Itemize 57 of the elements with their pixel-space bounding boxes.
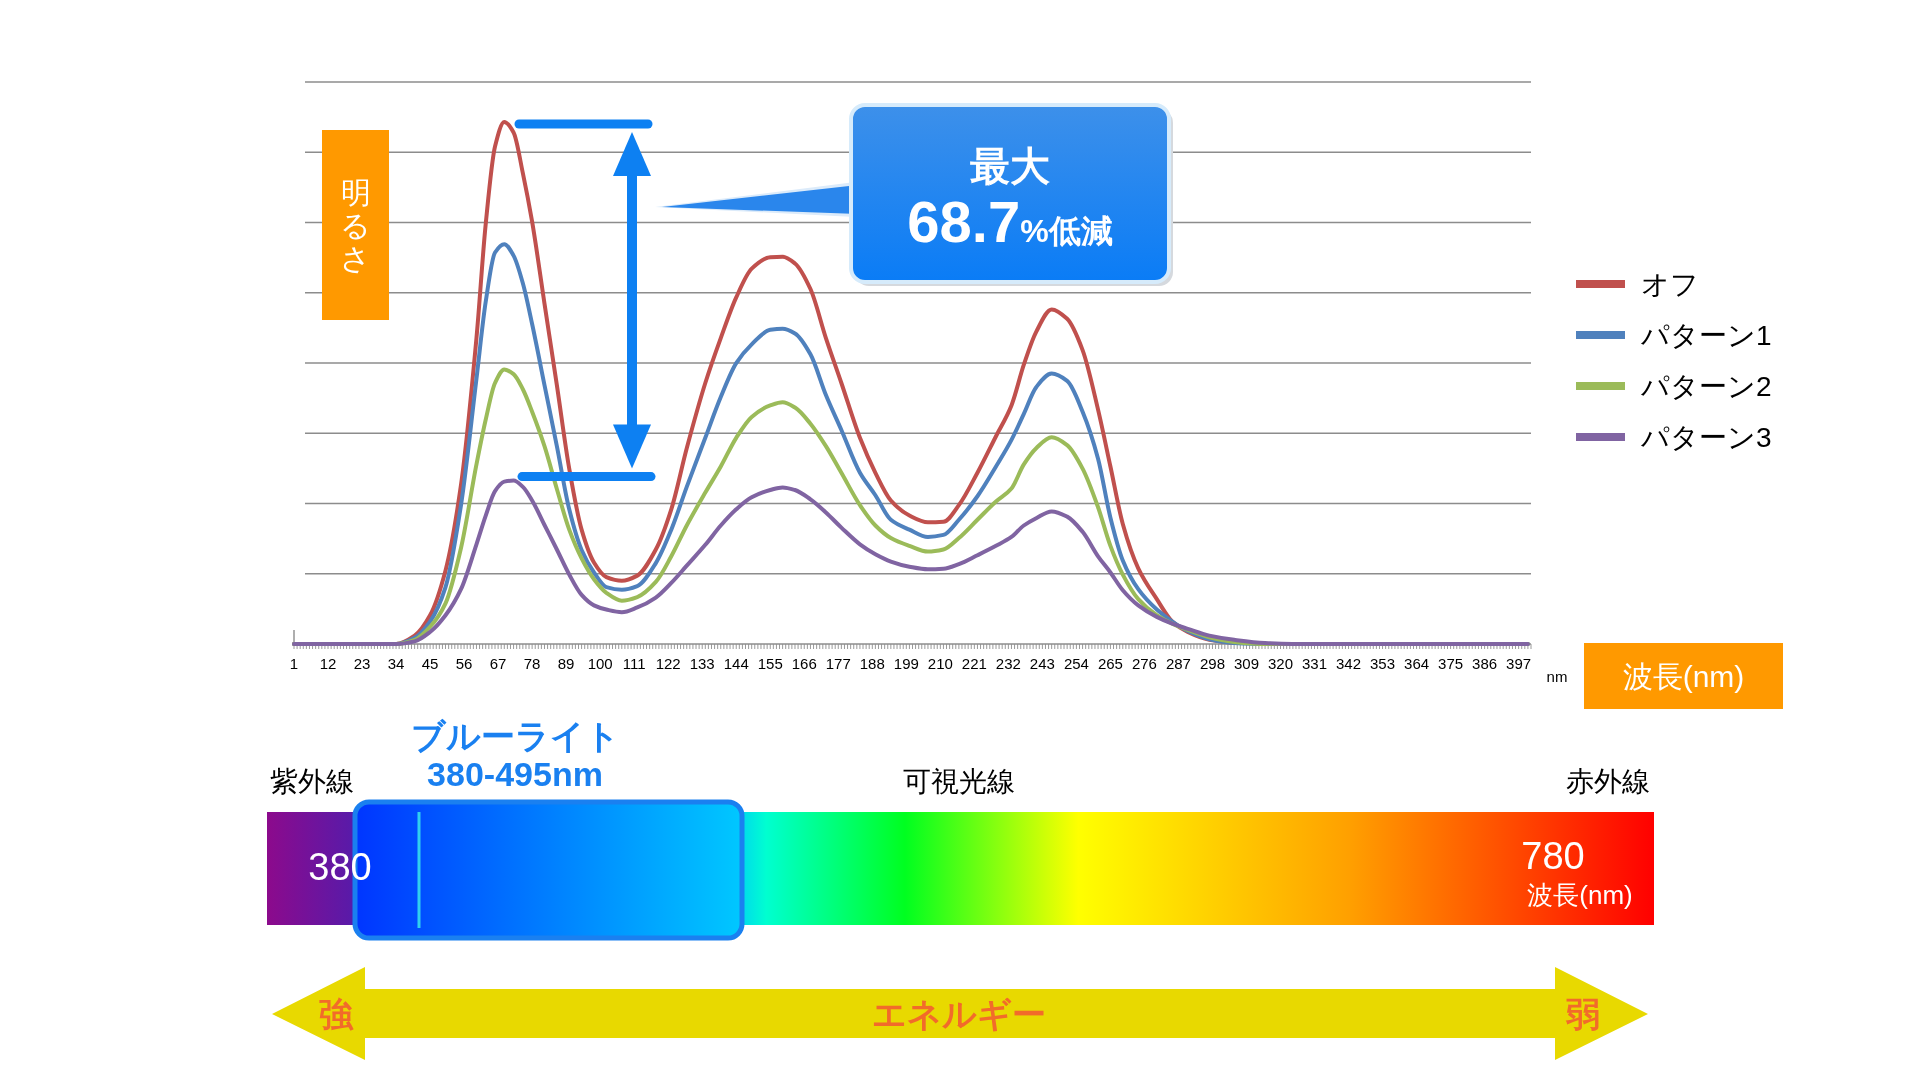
x-tick-label: 122 [655, 655, 681, 672]
x-tick-label: 155 [757, 655, 783, 672]
x-tick-label: 78 [523, 655, 541, 672]
text: 380 [308, 846, 372, 888]
x-tick-label: 320 [1267, 655, 1294, 672]
x-tick-label: 45 [421, 655, 439, 672]
x-tick-label: 188 [859, 655, 885, 672]
x-tick-label: 133 [689, 655, 715, 672]
annotation: 最大 [970, 144, 1050, 188]
x-tick-label: 166 [791, 655, 817, 672]
x-tick-label: 210 [927, 655, 953, 672]
y-axis-title: 明るさ [340, 176, 371, 275]
x-tick-label: 177 [825, 655, 851, 672]
x-tick-label: 353 [1370, 655, 1396, 672]
legend-label: パターン1 [1640, 320, 1772, 351]
text: 780 [1521, 835, 1585, 877]
text: ブルーライト [410, 717, 620, 755]
x-tick-label: 298 [1199, 655, 1225, 672]
x-tick-label: 34 [387, 655, 405, 672]
text: 380-495nm [427, 755, 603, 793]
x-tick-label: 342 [1336, 655, 1362, 672]
text: 紫外線 [270, 766, 354, 797]
x-tick-label: 232 [995, 655, 1021, 672]
x-axis-title: 波長(nm) [1622, 660, 1745, 693]
x-tick-label: 23 [353, 655, 371, 672]
x-tick-label: 364 [1404, 655, 1430, 672]
legend-label: パターン2 [1640, 371, 1772, 402]
text: 弱 [1565, 995, 1600, 1033]
legend-label: パターン3 [1640, 422, 1772, 453]
x-tick-label: 265 [1097, 655, 1123, 672]
legend-label: オフ [1641, 269, 1699, 300]
x-tick-label: 276 [1131, 655, 1157, 672]
x-tick-label: 386 [1472, 655, 1498, 672]
x-tick-label: 397 [1506, 655, 1532, 672]
x-tick-label: 287 [1165, 655, 1191, 672]
x-tick-label: 56 [455, 655, 473, 672]
text: 赤外線 [1566, 766, 1650, 797]
x-tick-label: 375 [1438, 655, 1464, 672]
x-tick-label: 100 [587, 655, 613, 672]
x-tick-label: 221 [961, 655, 987, 672]
x-tick-label: 12 [319, 655, 337, 672]
x-tick-label: 331 [1302, 655, 1328, 672]
text: エネルギー [872, 995, 1046, 1033]
x-tick-label: 1 [289, 655, 299, 672]
x-tick-label: 309 [1233, 655, 1260, 672]
text: 可視光線 [903, 766, 1015, 797]
text: 波長(nm) [1527, 880, 1633, 910]
x-tick-label: 144 [723, 655, 749, 672]
x-tick-label: 243 [1029, 655, 1055, 672]
text: 強 [319, 995, 354, 1033]
x-tick-label: 199 [893, 655, 919, 672]
x-tick-label: 254 [1063, 655, 1089, 672]
x-tick-label: 89 [557, 655, 575, 672]
x-tick-label: 67 [489, 655, 507, 672]
text: nm [1546, 668, 1568, 685]
x-tick-label: 111 [622, 655, 646, 672]
annotation: 68.7%低減 [907, 189, 1113, 254]
